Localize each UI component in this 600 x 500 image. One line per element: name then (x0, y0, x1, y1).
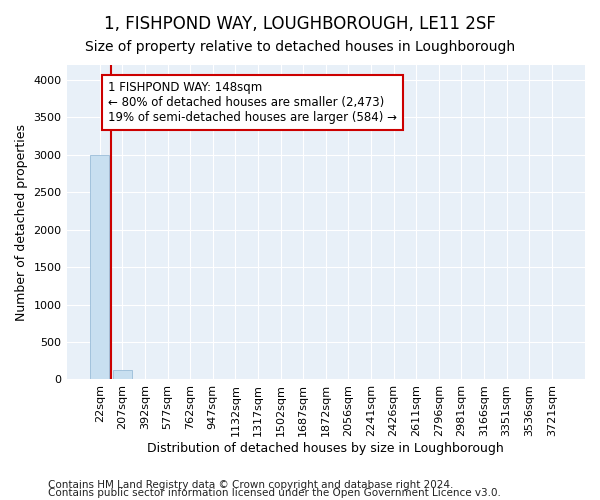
Y-axis label: Number of detached properties: Number of detached properties (15, 124, 28, 320)
Text: Contains public sector information licensed under the Open Government Licence v3: Contains public sector information licen… (48, 488, 501, 498)
Text: 1, FISHPOND WAY, LOUGHBOROUGH, LE11 2SF: 1, FISHPOND WAY, LOUGHBOROUGH, LE11 2SF (104, 15, 496, 33)
X-axis label: Distribution of detached houses by size in Loughborough: Distribution of detached houses by size … (148, 442, 504, 455)
Text: Contains HM Land Registry data © Crown copyright and database right 2024.: Contains HM Land Registry data © Crown c… (48, 480, 454, 490)
Text: 1 FISHPOND WAY: 148sqm
← 80% of detached houses are smaller (2,473)
19% of semi-: 1 FISHPOND WAY: 148sqm ← 80% of detached… (108, 80, 397, 124)
Bar (113, 370, 132, 380)
Bar (90, 155, 109, 380)
Text: Size of property relative to detached houses in Loughborough: Size of property relative to detached ho… (85, 40, 515, 54)
